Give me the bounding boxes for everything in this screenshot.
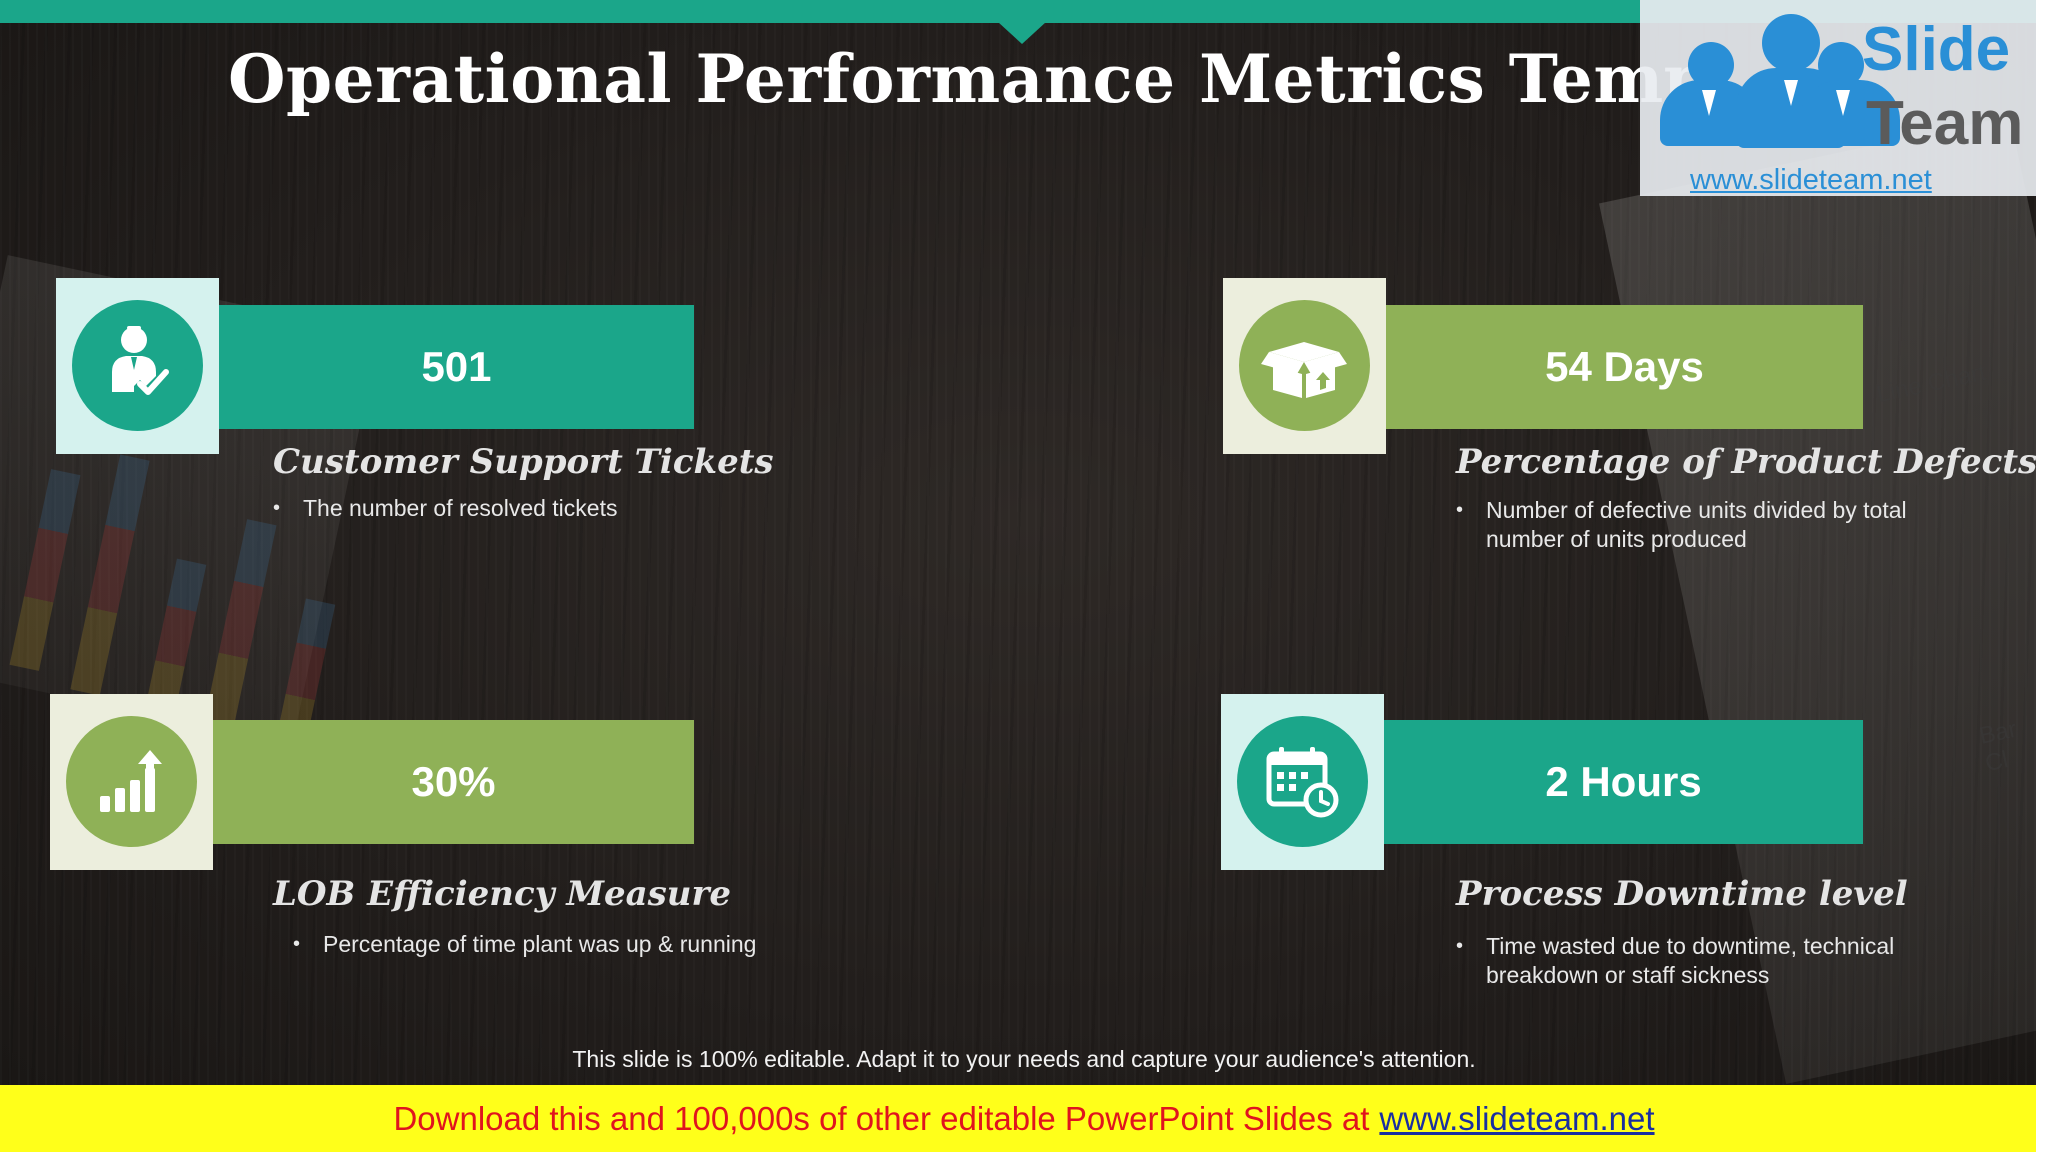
download-banner[interactable]: Download this and 100,000s of other edit… xyxy=(0,1085,2048,1152)
right-edge-strip xyxy=(2036,0,2048,1152)
download-banner-text: Download this and 100,000s of other edit… xyxy=(393,1099,1370,1137)
slide-title: Operational Performance Metrics Templ xyxy=(228,40,1736,118)
lob-efficiency-title: LOB Efficiency Measure xyxy=(273,874,732,914)
logo-url-link[interactable]: www.slideteam.net xyxy=(1690,164,1932,196)
support-agent-icon xyxy=(112,326,169,395)
logo-word-team: Team xyxy=(1866,89,2024,158)
support-tickets-title: Customer Support Tickets xyxy=(273,442,774,482)
open-box-icon xyxy=(1261,342,1347,398)
process-downtime-description: • Time wasted due to downtime, technical… xyxy=(1456,932,1946,990)
top-accent-notch xyxy=(998,22,1046,44)
bullet-point: • xyxy=(1456,499,1464,521)
bullet-point: • xyxy=(273,497,281,519)
support-tickets-description: • The number of resolved tickets xyxy=(273,494,823,523)
product-defects-icon-tile xyxy=(1223,278,1386,454)
support-tickets-description-text: The number of resolved tickets xyxy=(303,495,618,521)
product-defects-title: Percentage of Product Defects xyxy=(1456,442,2038,482)
process-downtime-title: Process Downtime level xyxy=(1456,874,1908,914)
support-tickets-icon-circle xyxy=(72,300,203,431)
support-tickets-value: 501 xyxy=(219,305,694,429)
top-accent-bar xyxy=(0,0,2048,23)
process-downtime-value: 2 Hours xyxy=(1384,720,1863,844)
logo-tie xyxy=(1784,80,1798,106)
logo-word-slide: Slide xyxy=(1862,15,2011,84)
editable-note: This slide is 100% editable. Adapt it to… xyxy=(572,1046,1476,1072)
lob-efficiency-description: • Percentage of time plant was up & runn… xyxy=(293,930,883,959)
logo-tie xyxy=(1702,90,1716,116)
calendar-clock-icon xyxy=(1266,747,1339,818)
logo-person-head xyxy=(1762,14,1820,72)
growth-chart-icon xyxy=(100,750,162,812)
lob-efficiency-icon-circle xyxy=(66,716,197,847)
logo-person-body xyxy=(1800,80,1900,146)
process-downtime-icon-tile xyxy=(1221,694,1384,870)
product-defects-description-text: Number of defective units divided by tot… xyxy=(1486,497,1907,552)
lob-efficiency-description-text: Percentage of time plant was up & runnin… xyxy=(323,931,757,957)
product-defects-description: • Number of defective units divided by t… xyxy=(1456,496,1946,554)
product-defects-value: 54 Days xyxy=(1386,305,1863,429)
process-downtime-description-text: Time wasted due to downtime, technical b… xyxy=(1486,933,1895,988)
product-defects-icon-circle xyxy=(1239,300,1370,431)
support-tickets-icon-tile xyxy=(56,278,219,454)
process-downtime-icon-circle xyxy=(1237,716,1368,847)
lob-efficiency-icon-tile xyxy=(50,694,213,870)
lob-efficiency-value: 30% xyxy=(213,720,694,844)
logo-tie xyxy=(1836,90,1850,116)
bullet-point: • xyxy=(293,933,301,955)
bullet-point: • xyxy=(1456,935,1464,957)
download-banner-link[interactable]: www.slideteam.net xyxy=(1379,1099,1655,1137)
slideteam-logo[interactable]: Slide Team www.slideteam.net xyxy=(1640,0,2036,196)
